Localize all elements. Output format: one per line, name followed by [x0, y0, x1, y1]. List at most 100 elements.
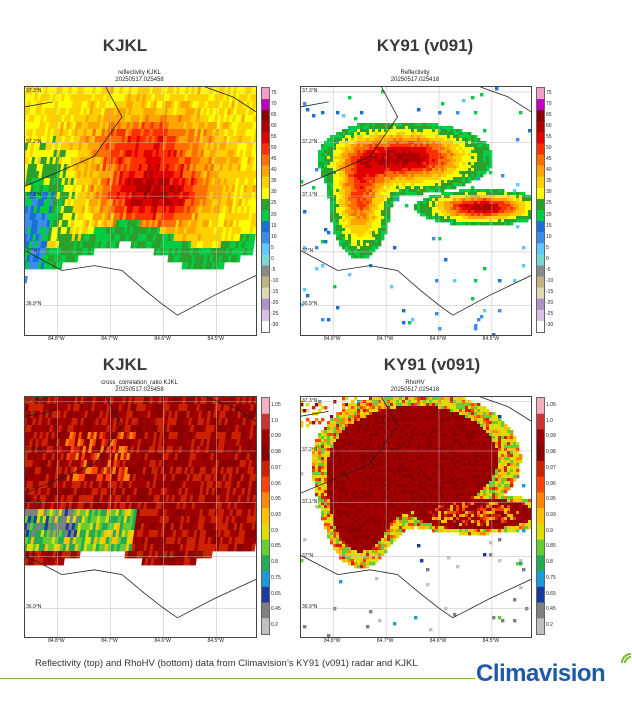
colorbar-swatch [262, 254, 269, 266]
colorbar-tick-label: 20 [271, 211, 277, 218]
colorbar-tick-label: 0.99 [546, 433, 556, 440]
colorbar-tick-label: 5 [271, 244, 274, 251]
radar-cells [301, 87, 531, 335]
colorbar-tick-label: 0.93 [546, 512, 556, 518]
lon-tick-label: 84.5°W [207, 638, 224, 644]
colorbar-tick-label: 0 [271, 255, 274, 262]
colorbar-tick-label: -20 [271, 300, 279, 307]
colorbar-tick-label: -10 [271, 278, 279, 285]
colorbar-tick-label: 0.75 [546, 574, 556, 581]
colorbar-swatch [537, 309, 544, 322]
panel-heading-top-left: KJKL [102, 36, 148, 55]
colorbar-tick-label: 0.96 [546, 480, 556, 487]
colorbar [261, 87, 270, 333]
lon-tick-label: 84.7°W [376, 638, 394, 644]
lon-tick-label: 84.6°W [154, 638, 171, 644]
colorbar-swatch [537, 571, 544, 588]
lat-tick-label: 37.2°N [26, 138, 42, 145]
colorbar-tick-label: 0.9 [546, 527, 553, 534]
lon-tick-label: 84.8°W [48, 638, 65, 644]
colorbar-tick-label: 0.8 [546, 559, 553, 566]
colorbar-tick-label: -5 [546, 267, 551, 273]
panel-heading-bottom-right: KY91 (v091) [383, 355, 481, 374]
colorbar-swatch [537, 176, 544, 189]
lat-tick-label: 37.2°N [302, 138, 318, 145]
colorbar-tick-label: 0.98 [546, 449, 556, 456]
radar-plot-area [24, 86, 257, 336]
colorbar-swatch [537, 88, 544, 100]
lat-tick-label: 37.3°N [26, 397, 42, 404]
colorbar-tick-label: 1.05 [271, 401, 281, 408]
colorbar-tick-label: 0.97 [546, 464, 556, 471]
plot-title: cross_correlation_ratio KJKL [101, 380, 178, 386]
colorbar-swatch [537, 276, 544, 288]
gridlines [301, 397, 531, 637]
radar-cells [301, 397, 531, 637]
plot-title: reflectivity KJKL [118, 70, 161, 76]
colorbar-swatch [262, 121, 269, 133]
footer-rule [0, 678, 475, 679]
colorbar-swatch [537, 460, 544, 477]
colorbar-tick-label: 1.0 [546, 417, 553, 424]
colorbar-tick-label: 0.85 [271, 543, 281, 550]
plot-subtitle: 20250517.025458 [115, 387, 164, 393]
colorbar-swatch [262, 265, 269, 277]
colorbar-tick-label: 55 [271, 133, 277, 140]
colorbar-tick-label: 0.96 [271, 480, 281, 487]
colorbar-tick-label: 0.65 [271, 590, 281, 597]
colorbar-tick-label: 30 [271, 189, 277, 196]
colorbar-tick-label: -25 [271, 311, 279, 318]
colorbar-swatch [262, 88, 269, 100]
colorbar-swatch [262, 398, 269, 415]
lon-tick-label: 84.7°W [376, 336, 394, 342]
panel-heading-bottom-left: KJKL [102, 355, 148, 374]
colorbar-tick-label: 20 [546, 211, 552, 218]
colorbar-swatch [262, 445, 269, 462]
colorbar-swatch [262, 221, 269, 233]
colorbar-tick-label: 0.45 [271, 606, 281, 613]
colorbar-swatch [262, 429, 269, 446]
lat-tick-label: 36.9°N [302, 604, 318, 611]
colorbar-swatch [262, 165, 269, 178]
radar-cells [25, 87, 256, 284]
colorbar-swatch [537, 121, 544, 133]
colorbar [536, 397, 545, 635]
colorbar-tick-label: 40 [546, 167, 552, 174]
colorbar-swatch [262, 618, 269, 634]
county-borders [301, 87, 531, 316]
lat-tick-label: 37°N [26, 552, 38, 559]
colorbar-tick-label: 45 [546, 156, 552, 163]
colorbar-tick-label: 0.93 [271, 512, 281, 518]
lon-tick-label: 84.6°W [429, 336, 447, 342]
lat-tick-label: 37.2°N [302, 447, 318, 453]
colorbar-swatch [262, 298, 269, 311]
colorbar-swatch [262, 110, 269, 122]
colorbar-swatch [537, 476, 544, 493]
colorbar-swatch [262, 99, 269, 111]
colorbar-swatch [537, 232, 544, 244]
colorbar-tick-label: 45 [271, 156, 277, 163]
colorbar-tick-label: 50 [546, 145, 552, 151]
county-borders [301, 397, 531, 619]
colorbar-tick-label: -20 [546, 300, 554, 307]
gridlines [25, 397, 256, 637]
colorbar-swatch [262, 276, 269, 288]
lat-tick-label: 36.9°N [26, 301, 42, 308]
lon-tick-label: 84.6°W [429, 638, 447, 644]
colorbar-swatch [537, 508, 544, 525]
colorbar-tick-label: 0.97 [271, 464, 281, 471]
lat-tick-label: 37.3°N [26, 87, 42, 94]
colorbar-swatch [262, 602, 269, 619]
colorbar-tick-label: 0.95 [546, 496, 556, 503]
colorbar-swatch [537, 99, 544, 111]
panel-heading-top-right: KY91 (v091) [376, 36, 474, 55]
colorbar-tick-label: 0.98 [271, 449, 281, 456]
lat-tick-label: 36.9°N [302, 301, 318, 308]
gridlines [301, 87, 531, 335]
colorbar-swatch [262, 460, 269, 477]
radar-cells [25, 397, 256, 566]
lon-tick-label: 84.8°W [323, 638, 341, 644]
rhohv-kjkl-panel: cross_correlation_ratio KJKL 20250517.025… [24, 378, 305, 644]
colorbar-swatch [537, 287, 544, 300]
colorbar-swatch [262, 198, 269, 211]
